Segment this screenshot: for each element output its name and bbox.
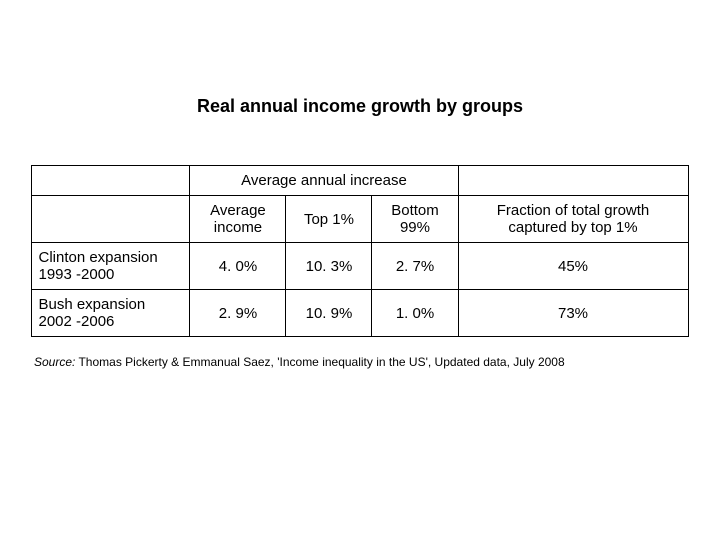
col-bottom99: Bottom 99% (372, 196, 458, 243)
col-avg-income: Average income (190, 196, 286, 243)
row-label: Clinton expansion 1993 -2000 (32, 243, 190, 290)
row-label: Bush expansion 2002 -2006 (32, 290, 190, 337)
table-row: Clinton expansion 1993 -2000 4. 0% 10. 3… (32, 243, 688, 290)
source-text: Thomas Pickerty & Emmanual Saez, 'Income… (75, 355, 564, 369)
income-table: Average annual increase Average income T… (31, 165, 688, 337)
cell-avg-income: 2. 9% (190, 290, 286, 337)
table-row: Bush expansion 2002 -2006 2. 9% 10. 9% 1… (32, 290, 688, 337)
col-top1: Top 1% (286, 196, 372, 243)
blank-cell (458, 166, 688, 196)
col-fraction: Fraction of total growth captured by top… (458, 196, 688, 243)
source-label: Source: (34, 355, 75, 369)
header-row-group: Average annual increase (32, 166, 688, 196)
slide: Real annual income growth by groups Aver… (0, 0, 720, 540)
group-header: Average annual increase (190, 166, 458, 196)
cell-avg-income: 4. 0% (190, 243, 286, 290)
cell-top1: 10. 9% (286, 290, 372, 337)
cell-top1: 10. 3% (286, 243, 372, 290)
page-title: Real annual income growth by groups (0, 96, 720, 117)
blank-cell (32, 166, 190, 196)
header-row-columns: Average income Top 1% Bottom 99% Fractio… (32, 196, 688, 243)
cell-fraction: 73% (458, 290, 688, 337)
cell-bottom99: 1. 0% (372, 290, 458, 337)
source-line: Source: Thomas Pickerty & Emmanual Saez,… (34, 355, 720, 369)
blank-cell (32, 196, 190, 243)
cell-bottom99: 2. 7% (372, 243, 458, 290)
cell-fraction: 45% (458, 243, 688, 290)
